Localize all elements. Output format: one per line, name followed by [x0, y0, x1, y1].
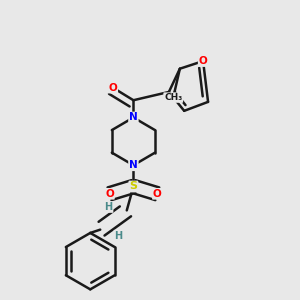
Text: O: O	[105, 189, 114, 199]
Text: N: N	[129, 160, 138, 170]
Text: O: O	[199, 56, 208, 66]
Text: H: H	[104, 202, 112, 212]
Text: CH₃: CH₃	[164, 93, 182, 102]
Text: H: H	[114, 231, 122, 241]
Text: O: O	[153, 189, 162, 199]
Text: S: S	[129, 182, 137, 191]
Text: N: N	[129, 112, 138, 122]
Text: O: O	[109, 82, 117, 93]
